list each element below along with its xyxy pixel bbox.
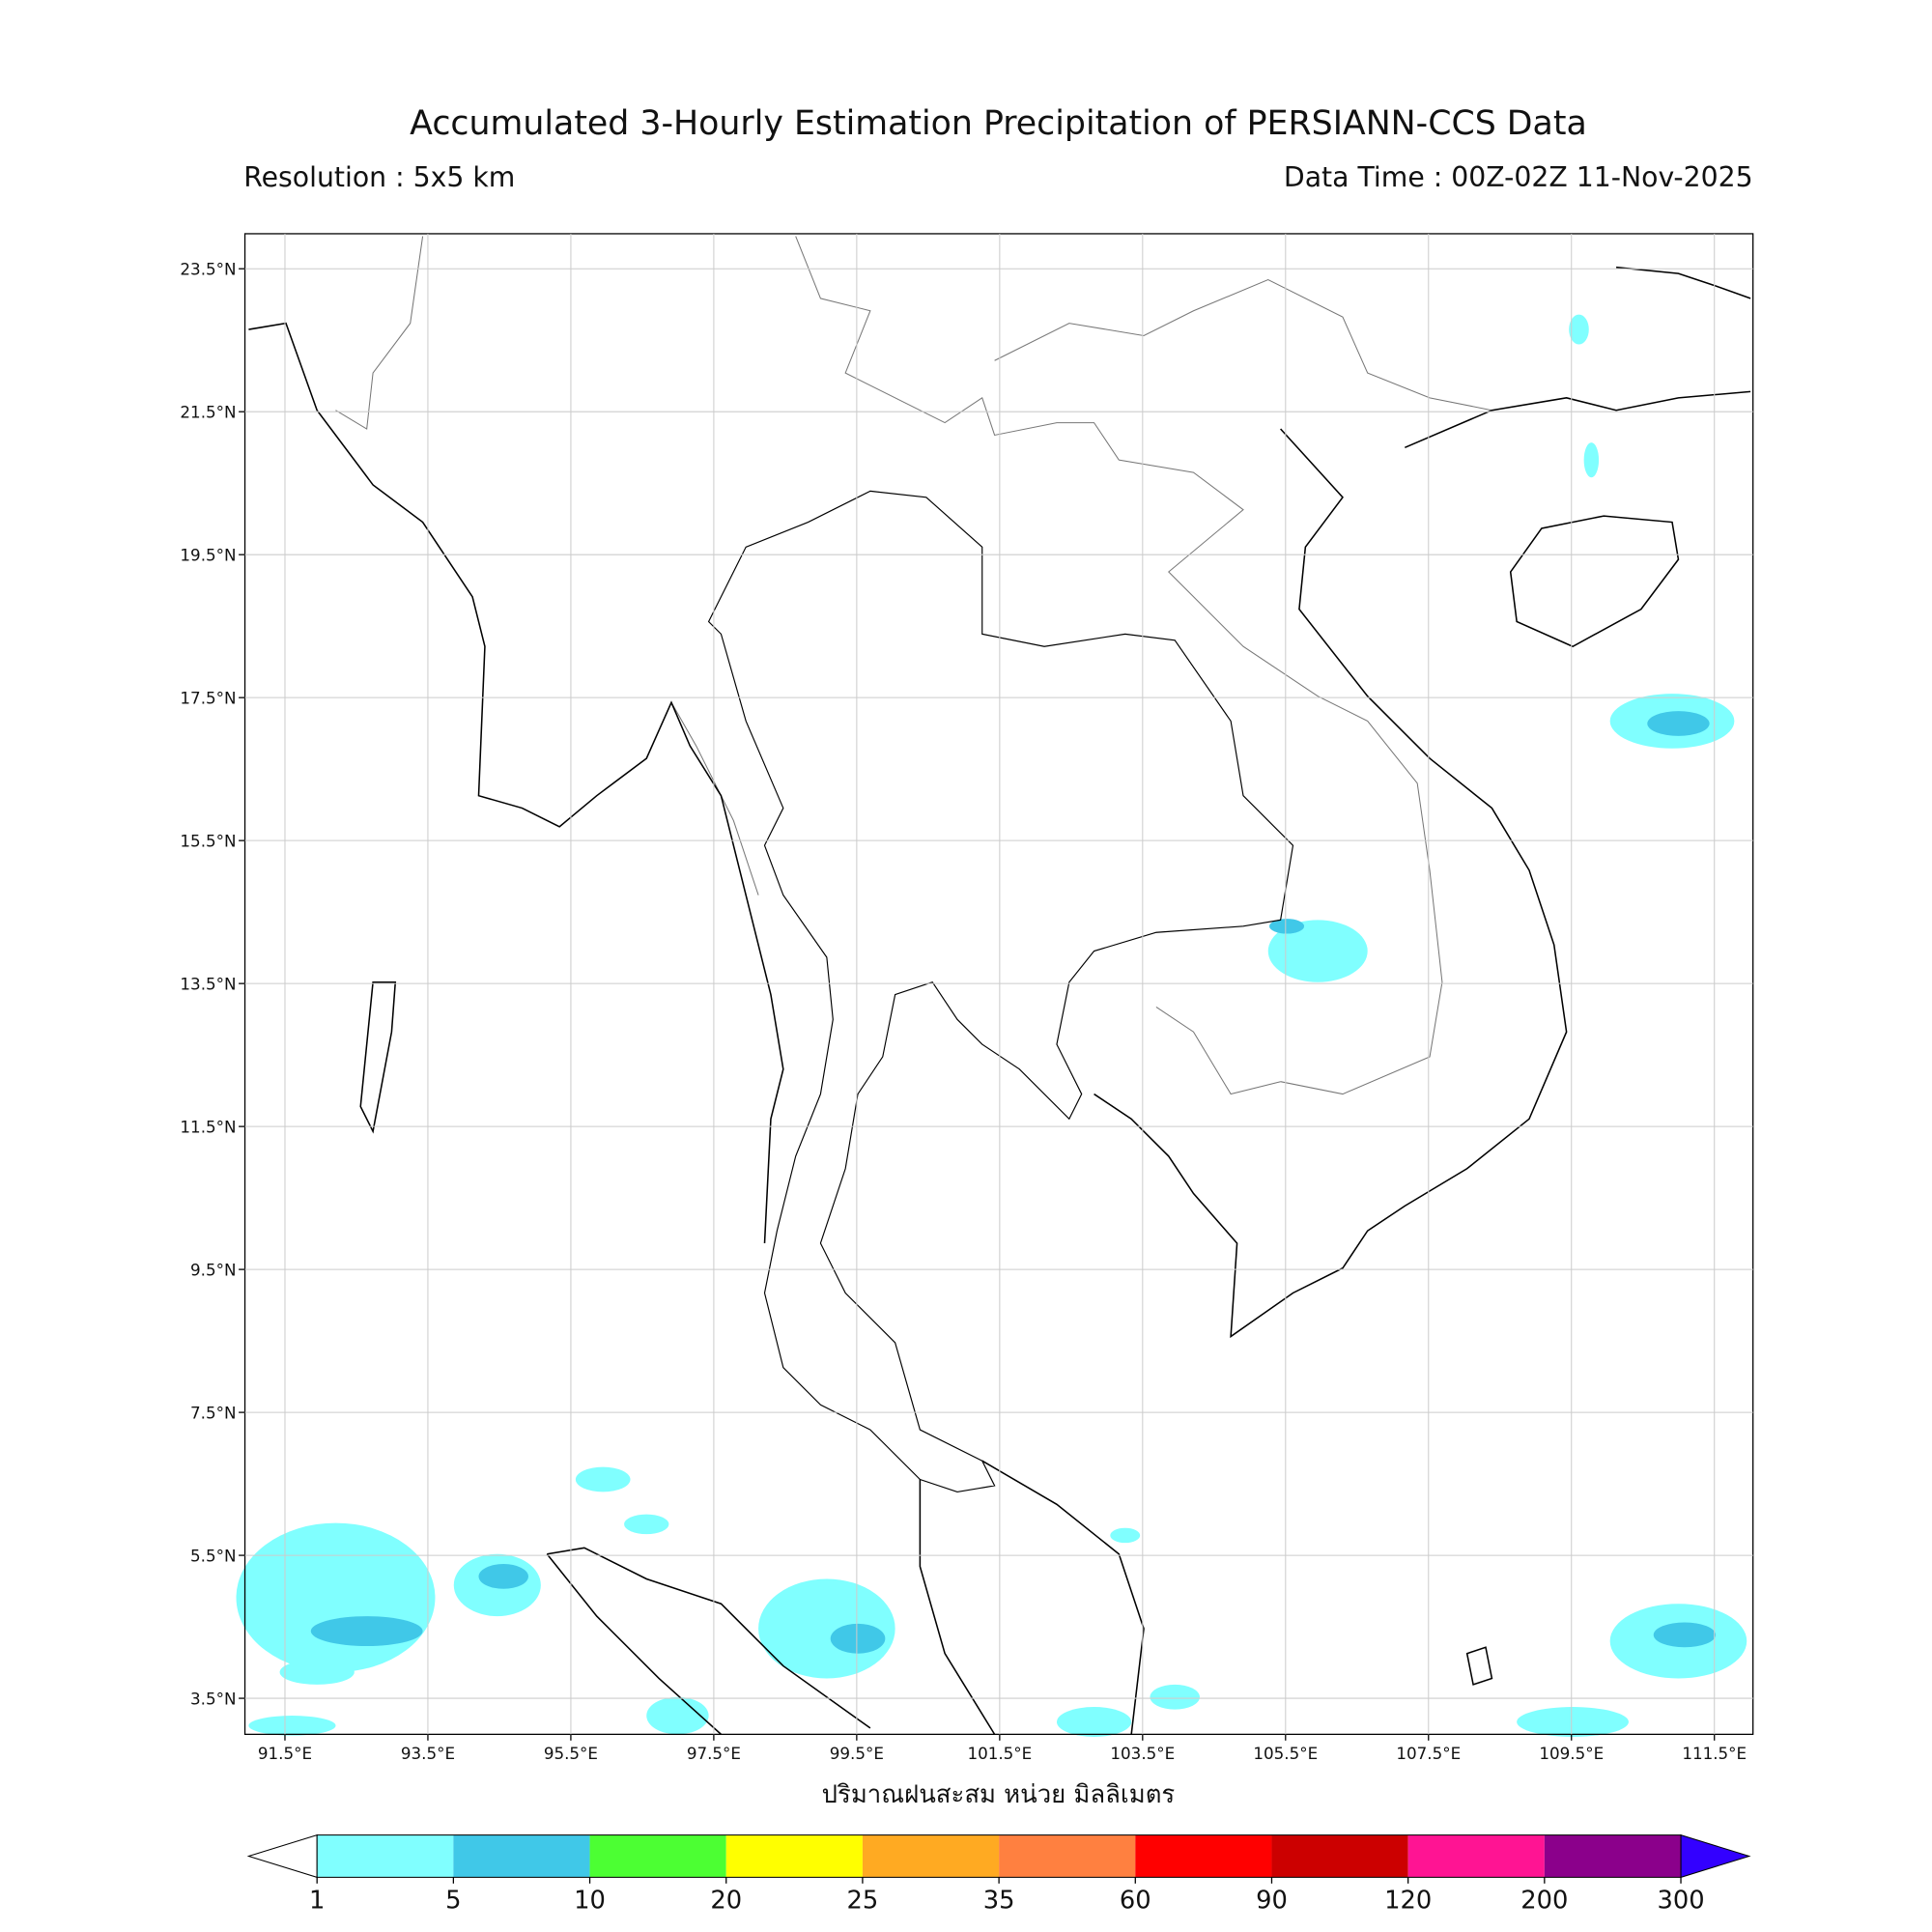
resolution: Resolution : 5x5 km <box>243 161 515 193</box>
map <box>236 236 1751 1737</box>
y-tick-label: 3.5°N <box>190 1690 236 1709</box>
precipitation <box>236 314 1747 1737</box>
colorbar-label: 1 <box>309 1887 325 1916</box>
title: Accumulated 3-Hourly Estimation Precipit… <box>410 104 1587 143</box>
x-tick-label: 97.5°E <box>687 1744 741 1763</box>
colorbar-label: 35 <box>983 1887 1015 1916</box>
colorbar-segment <box>725 1834 863 1878</box>
y-tick-label: 7.5°N <box>190 1404 236 1423</box>
colorbar-segment <box>589 1834 726 1878</box>
colorbar-label: 90 <box>1256 1887 1288 1916</box>
x-tick-label: 91.5°E <box>258 1744 312 1763</box>
colorbar-label: 300 <box>1657 1887 1704 1916</box>
colorbar-segment <box>862 1834 1000 1878</box>
colorbar-over <box>1680 1833 1751 1879</box>
y-tick-label: 11.5°N <box>180 1118 236 1137</box>
colorbar-label: 20 <box>710 1887 742 1916</box>
x-tick-label: 111.5°E <box>1682 1744 1747 1763</box>
colorbar-segment <box>1407 1834 1545 1878</box>
colorbar-label: 120 <box>1384 1887 1432 1916</box>
y-tick-label: 15.5°N <box>180 832 236 851</box>
y-tick-label: 21.5°N <box>180 403 236 422</box>
colorbar-segment <box>317 1834 454 1878</box>
colorbar-label: 25 <box>847 1887 879 1916</box>
x-tick-label: 109.5°E <box>1539 1744 1604 1763</box>
x-tick-label: 93.5°E <box>401 1744 455 1763</box>
colorbar-segment <box>1135 1834 1272 1878</box>
colorbar-segment <box>1271 1834 1408 1878</box>
x-tick-label: 101.5°E <box>967 1744 1032 1763</box>
map-frame <box>243 233 1754 1736</box>
colorbar-label: 10 <box>574 1887 606 1916</box>
x-tick-label: 103.5°E <box>1110 1744 1175 1763</box>
data-time: Data Time : 00Z-02Z 11-Nov-2025 <box>1284 161 1753 193</box>
y-tick-label: 23.5°N <box>180 260 236 279</box>
y-tick-label: 13.5°N <box>180 975 236 994</box>
y-tick-label: 17.5°N <box>180 689 236 708</box>
y-tick-label: 19.5°N <box>180 546 236 565</box>
colorbar-under <box>246 1833 318 1879</box>
y-tick-label: 5.5°N <box>190 1547 236 1566</box>
x-tick-label: 105.5°E <box>1253 1744 1318 1763</box>
y-tick-label: 9.5°N <box>190 1261 236 1280</box>
colorbar-segment <box>999 1834 1136 1878</box>
colorbar-label: 60 <box>1120 1887 1151 1916</box>
x-tick-label: 107.5°E <box>1396 1744 1461 1763</box>
x-tick-label: 95.5°E <box>544 1744 598 1763</box>
x-tick-label: 99.5°E <box>830 1744 884 1763</box>
colorbar-segment <box>453 1834 590 1878</box>
colorbar-label: 5 <box>445 1887 461 1916</box>
x-label: ปริมาณฝนสะสม หน่วย มิลลิเมตร <box>822 1780 1176 1809</box>
colorbar-label: 200 <box>1520 1887 1568 1916</box>
boundaries <box>335 236 1492 1095</box>
coastlines <box>248 266 1751 1735</box>
colorbar-segment <box>1544 1834 1682 1878</box>
